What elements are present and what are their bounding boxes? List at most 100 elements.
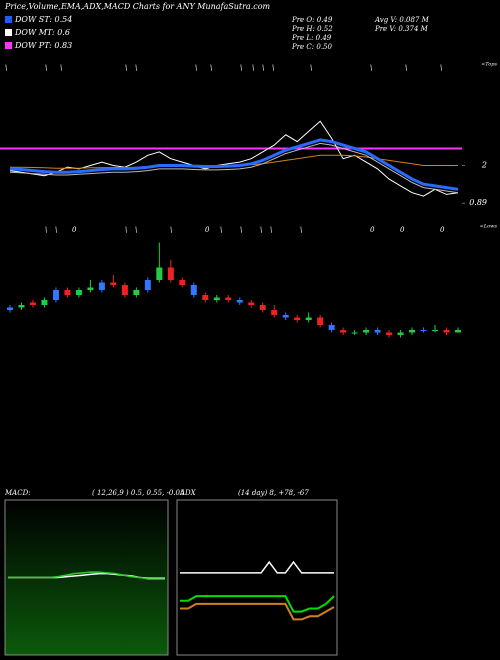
info-text: Avg V: 0.087 M bbox=[374, 16, 430, 24]
info-text: Pre V: 0.374 M bbox=[374, 25, 429, 33]
candle-body bbox=[305, 317, 312, 320]
low-marker: 0 bbox=[205, 226, 210, 234]
legend-label: DOW PT: 0.83 bbox=[14, 41, 72, 50]
candle-body bbox=[282, 315, 289, 318]
y-tick-label: 2 bbox=[481, 160, 487, 169]
legend-swatch bbox=[5, 16, 12, 23]
candle-body bbox=[41, 300, 48, 305]
low-marker: \ bbox=[55, 226, 57, 234]
low-marker: \ bbox=[135, 226, 137, 234]
top-marker: \ bbox=[405, 64, 407, 72]
price-line bbox=[9, 138, 459, 191]
candle-body bbox=[156, 267, 163, 280]
top-marker: \ bbox=[135, 64, 137, 72]
info-text: Pre C: 0.50 bbox=[291, 43, 332, 51]
candle-body bbox=[121, 285, 128, 295]
candle-body bbox=[259, 305, 266, 310]
candle-body bbox=[443, 330, 450, 333]
candle-body bbox=[29, 302, 36, 305]
top-marker: \ bbox=[210, 64, 212, 72]
candle-body bbox=[213, 297, 220, 300]
indicator-line bbox=[180, 560, 334, 574]
top-marker: \ bbox=[60, 64, 62, 72]
candle-body bbox=[167, 267, 174, 280]
candle-body bbox=[144, 280, 151, 290]
candle-body bbox=[294, 317, 301, 320]
lows-label: <Lows bbox=[480, 224, 498, 230]
panel-title: ADX bbox=[179, 489, 197, 497]
candle-body bbox=[7, 307, 13, 310]
candle-body bbox=[248, 302, 255, 305]
candle-body bbox=[432, 330, 439, 331]
candle-body bbox=[133, 290, 140, 295]
panel-subtitle: (14 day) 8, +78, -67 bbox=[238, 489, 309, 497]
price-line bbox=[9, 142, 459, 194]
candle-body bbox=[98, 282, 105, 290]
y-tick-label: 0.89 bbox=[469, 198, 487, 207]
low-marker: 0 bbox=[370, 226, 375, 234]
top-marker: \ bbox=[252, 64, 254, 72]
top-marker: \ bbox=[370, 64, 372, 72]
top-marker: \ bbox=[240, 64, 242, 72]
low-marker: \ bbox=[125, 226, 127, 234]
top-marker: \ bbox=[272, 64, 274, 72]
candle-body bbox=[409, 330, 416, 333]
indicator-line bbox=[180, 602, 335, 621]
candle-body bbox=[351, 332, 358, 334]
candle-body bbox=[64, 290, 71, 295]
panel-subtitle: ( 12,26,9 ) 0.5, 0.55, -0.05 bbox=[92, 489, 185, 497]
low-marker: 0 bbox=[400, 226, 405, 234]
candle-body bbox=[374, 330, 381, 333]
top-marker: \ bbox=[310, 64, 312, 72]
legend-label: DOW MT: 0.6 bbox=[14, 28, 70, 37]
legend-swatch bbox=[5, 29, 12, 36]
low-marker: \ bbox=[45, 226, 47, 234]
candle-body bbox=[363, 330, 370, 333]
candle-body bbox=[225, 297, 232, 300]
candle-body bbox=[420, 330, 427, 331]
top-marker: \ bbox=[125, 64, 127, 72]
top-marker: \ bbox=[5, 64, 7, 72]
candle-body bbox=[317, 317, 324, 325]
low-marker: \ bbox=[240, 226, 242, 234]
candle-body bbox=[328, 325, 335, 330]
top-marker: \ bbox=[440, 64, 442, 72]
indicator-line bbox=[8, 571, 165, 580]
info-text: Pre H: 0.52 bbox=[291, 25, 333, 33]
adx-panel bbox=[176, 499, 338, 656]
candle-body bbox=[397, 332, 404, 335]
legend-swatch bbox=[5, 42, 12, 49]
candle-body bbox=[455, 330, 461, 333]
info-text: Pre L: 0.49 bbox=[291, 34, 332, 42]
candle-body bbox=[386, 332, 393, 335]
candle-body bbox=[236, 300, 243, 303]
low-marker: 0 bbox=[72, 226, 77, 234]
indicator-line bbox=[180, 595, 335, 613]
candle-body bbox=[18, 305, 25, 308]
candle-body bbox=[75, 290, 82, 295]
candle-body bbox=[87, 287, 94, 290]
tops-label: <Tops bbox=[481, 62, 497, 68]
price-line bbox=[9, 120, 459, 197]
low-marker: \ bbox=[270, 226, 272, 234]
chart-title: Price,Volume,EMA,ADX,MACD Charts for ANY… bbox=[4, 2, 271, 11]
candle-body bbox=[340, 330, 347, 333]
low-marker: \ bbox=[300, 226, 302, 234]
low-marker: 0 bbox=[440, 226, 445, 234]
low-marker: \ bbox=[170, 226, 172, 234]
legend-label: DOW ST: 0.54 bbox=[14, 15, 72, 24]
candle-body bbox=[52, 290, 59, 300]
candle-body bbox=[110, 282, 117, 285]
top-marker: \ bbox=[195, 64, 197, 72]
low-marker: \ bbox=[220, 226, 222, 234]
panel-title: MACD: bbox=[4, 489, 31, 497]
candle-body bbox=[271, 310, 278, 315]
candle-body bbox=[190, 285, 197, 295]
low-marker: \ bbox=[260, 226, 262, 234]
candle-body bbox=[179, 280, 186, 285]
top-marker: \ bbox=[45, 64, 47, 72]
info-text: Pre O: 0.49 bbox=[291, 16, 333, 24]
candle-body bbox=[202, 295, 209, 300]
